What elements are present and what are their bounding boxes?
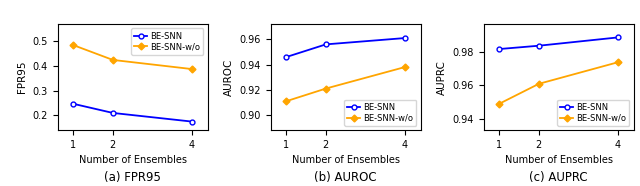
Legend: BE-SNN, BE-SNN-w/o: BE-SNN, BE-SNN-w/o [344,100,417,126]
BE-SNN [188,121,196,123]
BE-SNN-w/o [322,87,330,90]
Text: (c) AUPRC: (c) AUPRC [529,171,588,184]
Line: BE-SNN-w/o: BE-SNN-w/o [284,65,407,104]
Line: BE-SNN: BE-SNN [284,36,407,59]
BE-SNN-w/o [188,68,196,70]
Line: BE-SNN: BE-SNN [497,35,620,52]
Line: BE-SNN-w/o: BE-SNN-w/o [71,43,195,71]
Y-axis label: AUPRC: AUPRC [437,60,447,95]
Line: BE-SNN: BE-SNN [71,101,195,124]
Text: (a) FPR95: (a) FPR95 [104,171,161,184]
BE-SNN [495,48,503,50]
BE-SNN [322,43,330,46]
Y-axis label: FPR95: FPR95 [17,61,27,93]
BE-SNN [535,45,543,47]
X-axis label: Number of Ensembles: Number of Ensembles [504,155,612,166]
BE-SNN-w/o [401,66,409,68]
BE-SNN [614,36,621,39]
BE-SNN [401,37,409,39]
Y-axis label: AUROC: AUROC [224,59,234,96]
BE-SNN-w/o [614,61,621,63]
BE-SNN [282,56,290,58]
X-axis label: Number of Ensembles: Number of Ensembles [79,155,187,166]
X-axis label: Number of Ensembles: Number of Ensembles [292,155,399,166]
BE-SNN-w/o [109,59,116,61]
BE-SNN-w/o [70,44,77,46]
BE-SNN [109,112,116,114]
Legend: BE-SNN, BE-SNN-w/o: BE-SNN, BE-SNN-w/o [557,100,629,126]
BE-SNN [70,103,77,105]
Legend: BE-SNN, BE-SNN-w/o: BE-SNN, BE-SNN-w/o [131,28,204,55]
BE-SNN-w/o [535,83,543,85]
Line: BE-SNN-w/o: BE-SNN-w/o [497,60,620,106]
BE-SNN-w/o [495,102,503,105]
BE-SNN-w/o [282,100,290,102]
Text: (b) AUROC: (b) AUROC [314,171,377,184]
